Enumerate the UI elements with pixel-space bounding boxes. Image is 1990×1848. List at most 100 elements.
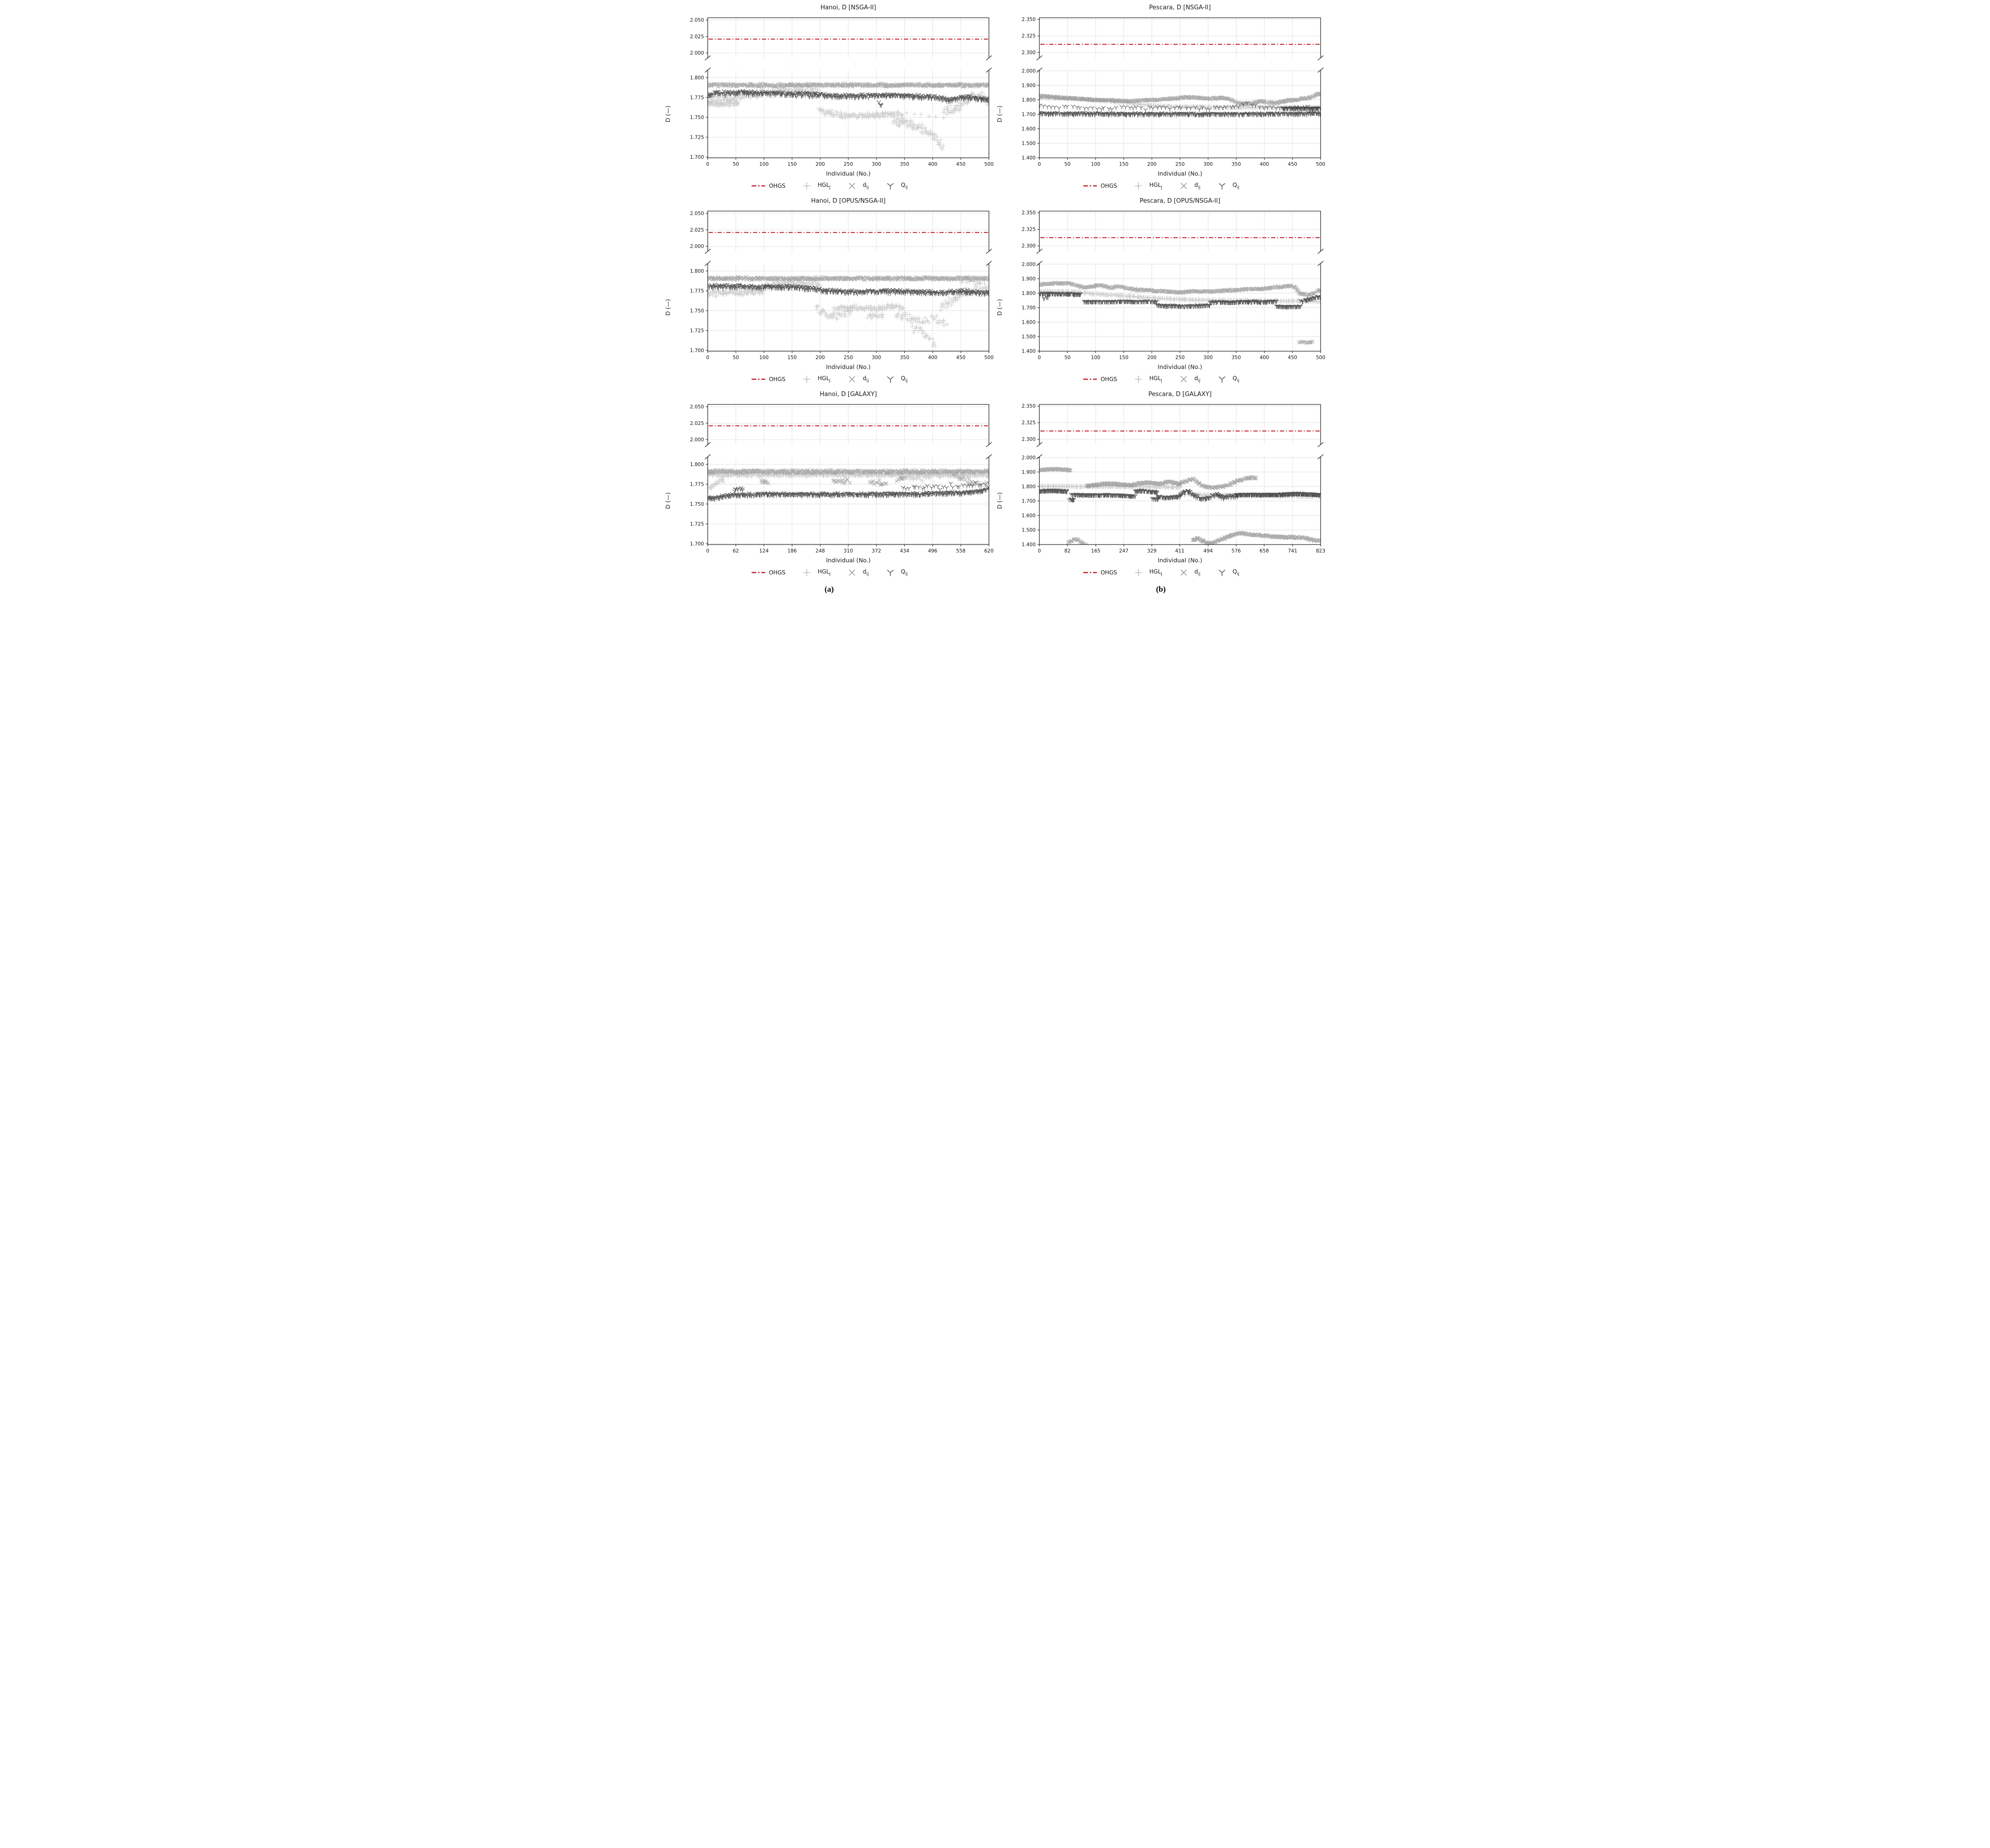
chart-title: Pescara, D [OPUS/NSGA-II] xyxy=(1140,198,1220,205)
series-HGLj xyxy=(874,110,946,120)
x-tick-label: 500 xyxy=(984,355,994,361)
plus-icon xyxy=(1135,182,1143,190)
y-tick-label: 2.000 xyxy=(1022,68,1036,74)
chart-title: Hanoi, D [NSGA-II] xyxy=(820,4,876,11)
series-Qij xyxy=(708,485,989,503)
y-tick-label: 2.350 xyxy=(1022,17,1036,22)
y-tick-label: 1.700 xyxy=(1022,112,1036,117)
series-Qij xyxy=(1067,497,1076,503)
plus-icon xyxy=(803,182,811,190)
legend: OHGS HGLj dij Qij xyxy=(995,565,1327,580)
chart-canvas-hanoi-nsga2: Hanoi, D [NSGA-II] D (—) Individual (No.… xyxy=(664,4,994,177)
tick-labels: 2.350 2.325 2.300 2.000 1.900 1.800 1.700 1.600… xyxy=(1022,404,1325,554)
dashdot-icon xyxy=(751,185,765,187)
y-tick-label: 1.725 xyxy=(690,135,704,140)
x-icon xyxy=(849,569,855,576)
series-Qij xyxy=(1069,492,1137,499)
y-tick-label: 2.325 xyxy=(1022,34,1036,39)
legend-item-q: Qij xyxy=(883,568,908,577)
y-tick-label: 2.300 xyxy=(1022,50,1036,56)
legend-item-d: dij xyxy=(845,568,869,577)
x-tick-label: 500 xyxy=(1316,162,1325,167)
y-tick-label: 1.725 xyxy=(690,328,704,333)
plot-area: 2.050 2.025 2.000 1.800 1.775 1.750 1.725 1.700… xyxy=(690,17,994,167)
chart-title: Hanoi, D [OPUS/NSGA-II] xyxy=(811,198,885,205)
x-tick-label: 100 xyxy=(1091,162,1100,167)
y-tick-label: 2.325 xyxy=(1022,227,1036,233)
legend-label: Qij xyxy=(1232,182,1240,190)
series-Qij xyxy=(1039,488,1069,495)
y-tick-label: 2.025 xyxy=(690,34,704,40)
series-Qij xyxy=(1208,299,1279,306)
x-tick-label: 62 xyxy=(733,548,739,554)
axis-break-marks xyxy=(1036,55,1324,73)
y-tick-label: 1.700 xyxy=(1022,305,1036,311)
series-dij xyxy=(708,275,989,282)
x-tick-label: 741 xyxy=(1288,548,1297,554)
plot-area: 2.050 2.025 2.000 1.800 1.775 1.750 1.725 1.700… xyxy=(690,211,994,361)
x-tick-label: 0 xyxy=(1038,355,1041,361)
y-tick-label: 1.800 xyxy=(690,462,704,467)
x-tick-label: 500 xyxy=(984,162,994,167)
plus-icon xyxy=(1135,375,1143,383)
x-tick-label: 350 xyxy=(900,355,909,361)
x-tick-label: 0 xyxy=(1038,548,1041,554)
x-axis-label: Individual (No.) xyxy=(826,363,870,370)
series-dij xyxy=(1066,537,1088,545)
tick-labels: 2.350 2.325 2.300 2.000 1.900 1.800 1.700 1.600… xyxy=(1022,210,1325,361)
y-tick-label: 1.600 xyxy=(1022,513,1036,518)
legend: OHGS HGLj dij Qij xyxy=(995,372,1327,387)
y-tick-label: 2.000 xyxy=(1022,455,1036,460)
plus-icon xyxy=(803,569,811,576)
subplot-hanoi-galaxy: Hanoi, D [GALAXY] D (—) Individual (No.)… xyxy=(663,389,995,582)
x-axis-label: Individual (No.) xyxy=(826,557,870,564)
y-icon xyxy=(1218,570,1225,576)
series-dij xyxy=(951,471,977,487)
x-tick-label: 310 xyxy=(844,548,853,554)
x-tick-label: 250 xyxy=(1175,355,1185,361)
caption-a: (a) xyxy=(824,585,834,594)
x-tick-label: 576 xyxy=(1231,548,1241,554)
series-dij xyxy=(831,477,852,486)
legend-item-hgl: HGLj xyxy=(1131,182,1162,190)
x-tick-label: 150 xyxy=(788,162,797,167)
y-tick-label: 1.400 xyxy=(1022,542,1036,547)
x-icon xyxy=(1180,376,1187,382)
legend-label: Qij xyxy=(901,375,908,383)
legend-item-ohgs: OHGS xyxy=(751,375,785,383)
y-axis-label: D (—) xyxy=(996,106,1003,122)
x-tick-label: 400 xyxy=(928,355,938,361)
x-icon xyxy=(849,376,855,382)
series-Qij xyxy=(1133,489,1160,496)
series-Qij xyxy=(1041,295,1050,301)
x-tick-label: 200 xyxy=(816,162,825,167)
y-tick-label: 1.800 xyxy=(1022,290,1036,296)
series-HGLj xyxy=(816,106,905,121)
y-axis-label: D (—) xyxy=(996,299,1003,316)
series-dij xyxy=(895,475,907,483)
y-tick-label: 1.800 xyxy=(1022,484,1036,489)
series-Qij xyxy=(1178,489,1240,502)
legend-item-hgl: HGLj xyxy=(1131,375,1162,383)
y-tick-label: 1.700 xyxy=(690,155,704,160)
legend: OHGS HGLj dij Qij xyxy=(995,178,1327,193)
chart-canvas-pescara-opus-nsga2: Pescara, D [OPUS/NSGA-II] D (—) Individu… xyxy=(996,198,1325,370)
legend-label: OHGS xyxy=(768,376,786,382)
y-tick-label: 1.750 xyxy=(690,502,704,507)
x-tick-label: 0 xyxy=(706,548,710,554)
x-tick-label: 247 xyxy=(1119,548,1129,554)
x-tick-label: 248 xyxy=(816,548,825,554)
legend-item-hgl: HGLj xyxy=(799,182,831,190)
legend-item-q: Qij xyxy=(1215,375,1239,383)
y-icon xyxy=(1218,376,1225,383)
dashdot-icon xyxy=(1083,378,1097,380)
x-tick-label: 329 xyxy=(1147,548,1157,554)
legend-item-ohgs: OHGS xyxy=(751,569,785,576)
legend-item-ohgs: OHGS xyxy=(1082,375,1117,383)
gridlines xyxy=(708,404,989,545)
x-tick-label: 165 xyxy=(1091,548,1101,554)
y-tick-label: 1.750 xyxy=(690,115,704,120)
x-tick-label: 350 xyxy=(1231,355,1241,361)
dashdot-icon xyxy=(1083,572,1097,574)
x-axis-label: Individual (No.) xyxy=(826,170,870,177)
